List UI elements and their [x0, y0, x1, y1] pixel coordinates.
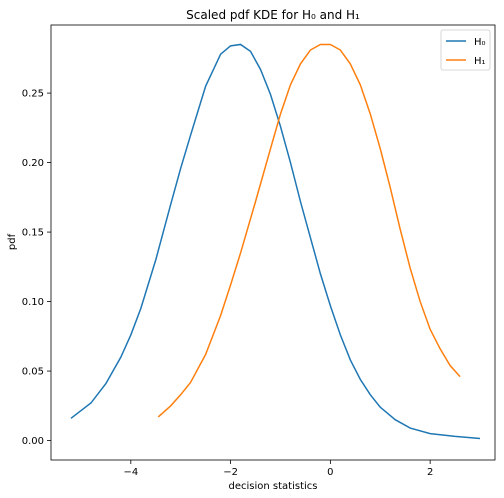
x-tick-label: −4 — [123, 467, 138, 478]
series-line-h1 — [157, 43, 461, 418]
legend: H₀ H₁ — [440, 29, 491, 71]
y-axis-label: pdf — [7, 233, 18, 250]
x-axis-label: decision statistics — [229, 481, 318, 492]
series-line-h0 — [70, 43, 481, 440]
x-tick-label: 2 — [427, 467, 433, 478]
series-layer — [70, 43, 481, 440]
y-tick-label: 0.20 — [22, 158, 44, 169]
x-tick-label: 0 — [327, 467, 333, 478]
y-tick-label: 0.10 — [22, 297, 44, 308]
y-tick-label: 0.15 — [22, 228, 44, 239]
chart-title: Scaled pdf KDE for H₀ and H₁ — [186, 8, 360, 22]
plot-frame — [50, 24, 496, 461]
plot-area — [50, 24, 496, 461]
y-tick-label: 0.00 — [22, 436, 44, 447]
y-axis-ticks: 0.00 0.05 0.10 0.15 0.20 0.25 — [22, 89, 51, 447]
legend-label-h0: H₀ — [474, 37, 486, 48]
x-axis-ticks: −4 −2 0 2 — [123, 460, 433, 478]
y-tick-label: 0.25 — [22, 89, 44, 100]
legend-label-h1: H₁ — [474, 56, 486, 67]
x-tick-label: −2 — [223, 467, 238, 478]
y-tick-label: 0.05 — [22, 367, 44, 378]
